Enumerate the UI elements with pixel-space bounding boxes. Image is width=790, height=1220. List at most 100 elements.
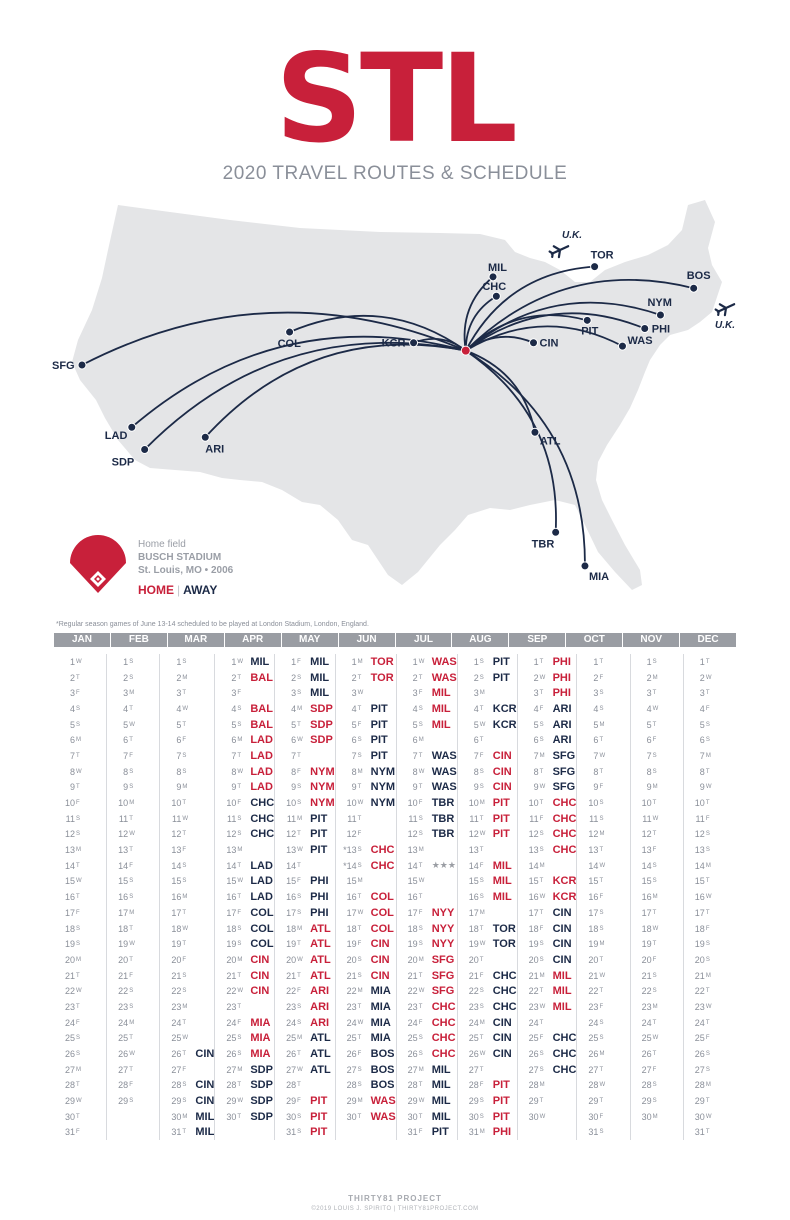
month-header-sep: SEP [508, 633, 565, 647]
day-number: 6 [699, 735, 705, 746]
weekday-letter: S [599, 1035, 604, 1042]
day-row: 22 S [633, 983, 683, 999]
day-number: 19 [346, 939, 357, 950]
month-header-jan: JAN [71, 634, 92, 645]
day-row: 12 F [338, 827, 396, 843]
day-row: 25 T CIN [460, 1031, 517, 1047]
day-row: 13 S [686, 842, 736, 858]
weekday-letter: F [705, 815, 710, 822]
opponent-chc: CHC [552, 797, 577, 810]
weekday-letter: F [76, 1129, 80, 1136]
day-row: 27 S BOS [338, 1062, 396, 1078]
day-number: 2 [699, 672, 705, 683]
weekday-letter: W [76, 988, 82, 995]
day-row: 6 W SDP [277, 732, 334, 748]
weekday-letter: S [129, 768, 134, 775]
day-number: 23 [528, 1001, 539, 1012]
day-row: 21 W [579, 968, 629, 984]
day-number: 16 [641, 892, 652, 903]
day-row: 20 M CIN [217, 952, 274, 968]
day-number: 3 [123, 688, 129, 699]
day-row: 15 S [633, 874, 683, 890]
opponent-tor: TOR [370, 655, 394, 668]
weekday-letter: M [357, 1098, 363, 1105]
weekday-letter: T [357, 815, 362, 822]
weekday-letter: T [237, 784, 241, 791]
day-number: 6 [473, 735, 479, 746]
day-row: 25 T MIA [338, 1031, 396, 1047]
month-column-sep: 1 T PHI 2 W PHI 3 T PHI 4 F ARI 5 S ARI 6 S ARI 7 M SFG 8 T SFG… [516, 654, 577, 1141]
day-row: 9 W SFG [520, 780, 577, 796]
weekday-letter: T [182, 831, 187, 838]
day-number: 23 [346, 1001, 357, 1012]
weekday-letter: S [418, 815, 423, 822]
day-row: 6 M LAD [217, 732, 274, 748]
city-label-chc: CHC [482, 281, 506, 293]
weekday-letter: T [539, 690, 544, 697]
day-row: 28 M [686, 1078, 736, 1094]
page-title: STL [275, 28, 518, 170]
day-number: 22 [286, 986, 297, 997]
day-row: 14 F [109, 858, 159, 874]
day-number: 5 [351, 719, 357, 730]
day-row: 5 S MIL [399, 717, 457, 733]
day-row: 11 S CHC [217, 811, 274, 827]
opponent-nym: NYM [370, 765, 396, 778]
month-header-jul: JUL [394, 633, 452, 647]
day-number: 1 [473, 656, 479, 667]
day-number: 25 [407, 1033, 418, 1044]
city-label-kcr: KCR [382, 338, 406, 350]
city-markers: SFG LAD SDP ARI COL KCR MIL CHC CIN PIT TOR BOS NYM P… [52, 250, 711, 583]
opponent-mil: MIL [250, 655, 270, 668]
weekday-letter: T [129, 737, 133, 744]
weekday-letter: M [539, 1082, 545, 1089]
day-number: 30 [694, 1111, 705, 1122]
day-row: 10 T [686, 795, 736, 811]
day-number: 23 [468, 1001, 479, 1012]
day-row: 1 M TOR [338, 654, 396, 670]
day-row: 2 S PIT [460, 670, 517, 686]
weekday-letter: S [479, 878, 484, 885]
weekday-letter: S [76, 925, 81, 932]
day-number: 13 [528, 845, 539, 856]
weekday-letter: M [599, 831, 605, 838]
weekday-letter: W [418, 658, 425, 665]
weekday-letter: W [129, 721, 135, 728]
opponent-cin: CIN [492, 1048, 512, 1061]
day-row: 27 F [633, 1062, 683, 1078]
day-row: 12 T [162, 827, 214, 843]
day-number: 8 [699, 766, 705, 777]
day-row: 23 F [579, 999, 629, 1015]
day-row: 14 T ★★★ [399, 858, 457, 874]
day-number: 28 [226, 1080, 237, 1091]
weekday-letter: M [479, 800, 485, 807]
weekday-letter: M [129, 800, 135, 807]
weekday-letter: W [539, 1003, 546, 1010]
day-number: 20 [226, 954, 237, 965]
day-number: 21 [64, 970, 75, 981]
weekday-letter: S [539, 1051, 544, 1058]
day-row: 22 S [109, 983, 159, 999]
city-label-atl: ATL [540, 435, 561, 447]
day-number: 27 [171, 1064, 182, 1075]
weekday-letter: W [705, 894, 712, 901]
weekday-letter: T [182, 941, 187, 948]
month-header-aug: AUG [451, 633, 508, 647]
opponent-cin: CIN [552, 938, 572, 951]
day-number: 1 [412, 656, 418, 667]
weekday-letter: F [479, 1082, 484, 1089]
weekday-letter: M [652, 784, 658, 791]
day-row: 4 M SDP [277, 701, 334, 717]
day-row: 25 M ATL [277, 1031, 334, 1047]
day-row: 21 F CHC [460, 968, 517, 984]
weekday-letter: S [182, 878, 187, 885]
day-number: 7 [646, 750, 652, 761]
weekday-letter: F [599, 674, 604, 681]
weekday-letter: T [357, 1003, 362, 1010]
day-row: 13 W PIT [277, 842, 334, 858]
day-row: 27 T [109, 1062, 159, 1078]
day-number: 13 [286, 845, 297, 856]
day-row: 19 S [686, 936, 736, 952]
day-number: 9 [351, 782, 357, 793]
